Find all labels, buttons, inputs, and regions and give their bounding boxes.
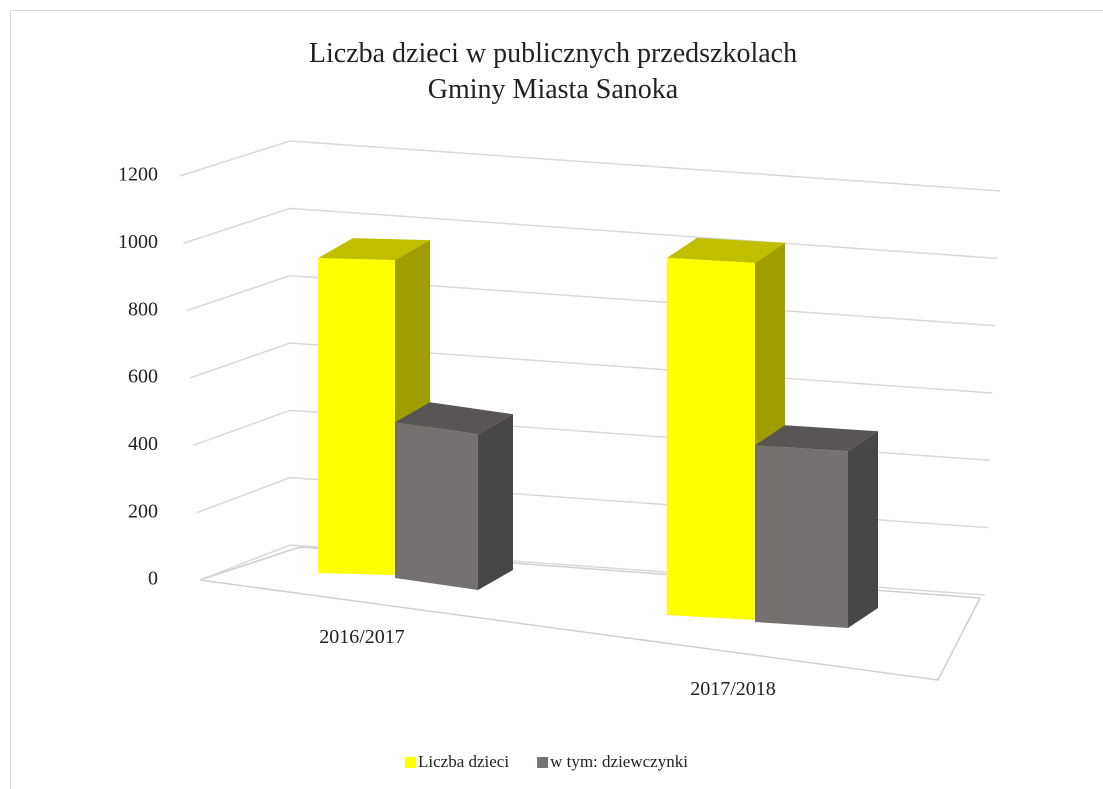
bar-side — [478, 414, 513, 590]
legend-swatch — [537, 757, 549, 768]
bar-top — [318, 238, 430, 261]
bar-front — [667, 257, 755, 620]
y-tick-label: 400 — [128, 433, 158, 455]
x-tick-label: 2017/2018 — [690, 678, 776, 700]
grid-line — [179, 140, 1001, 192]
y-tick-label: 1200 — [118, 164, 158, 186]
floor — [199, 546, 982, 681]
grid-line — [186, 274, 996, 327]
y-tick-label: 200 — [128, 500, 158, 522]
y-tick-label: 1000 — [118, 231, 158, 253]
bar-side — [848, 431, 878, 628]
x-tick-label: 2016/2017 — [319, 626, 405, 648]
bar-front — [755, 445, 848, 628]
bar-top — [667, 237, 785, 263]
grid-line — [189, 342, 993, 394]
legend-swatch — [405, 757, 416, 768]
bar — [395, 402, 513, 590]
y-tick-label: 600 — [128, 366, 158, 388]
bar — [755, 425, 878, 628]
chart-border — [10, 10, 1103, 789]
chart-title: Liczba dzieci w publicznych przedszkolac… — [309, 38, 797, 69]
y-tick-label: 0 — [148, 568, 158, 590]
bar-front — [395, 422, 478, 590]
grid-line — [183, 207, 998, 260]
bar-top — [755, 425, 878, 452]
chart-title: Gminy Miasta Sanoka — [428, 74, 679, 105]
legend-label: Liczba dzieci — [418, 752, 509, 771]
bar-top — [395, 402, 513, 435]
y-tick-label: 800 — [128, 298, 158, 320]
legend-label: w tym: dziewczynki — [550, 752, 688, 771]
bar-front — [318, 258, 395, 575]
